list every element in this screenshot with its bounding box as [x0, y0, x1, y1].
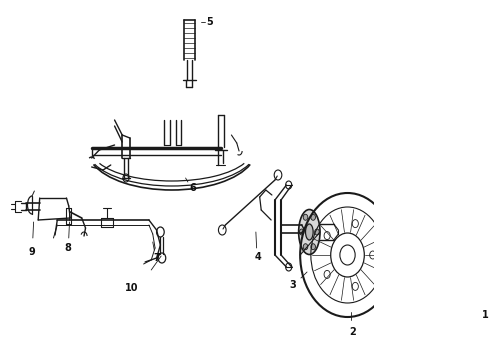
Text: 2: 2 [349, 327, 356, 337]
Circle shape [311, 244, 316, 250]
Circle shape [303, 244, 308, 250]
Text: 6: 6 [190, 183, 196, 193]
Ellipse shape [305, 224, 313, 240]
Text: 10: 10 [124, 283, 138, 293]
Text: 7: 7 [153, 253, 160, 263]
Text: 5: 5 [207, 17, 214, 27]
Ellipse shape [298, 210, 320, 255]
Circle shape [315, 229, 319, 235]
Circle shape [299, 229, 304, 235]
Text: 4: 4 [255, 252, 262, 262]
Circle shape [303, 214, 308, 220]
Circle shape [311, 214, 316, 220]
Text: 8: 8 [65, 243, 72, 253]
Text: 1: 1 [482, 310, 489, 320]
Text: 9: 9 [29, 247, 35, 257]
Text: 3: 3 [289, 280, 296, 290]
